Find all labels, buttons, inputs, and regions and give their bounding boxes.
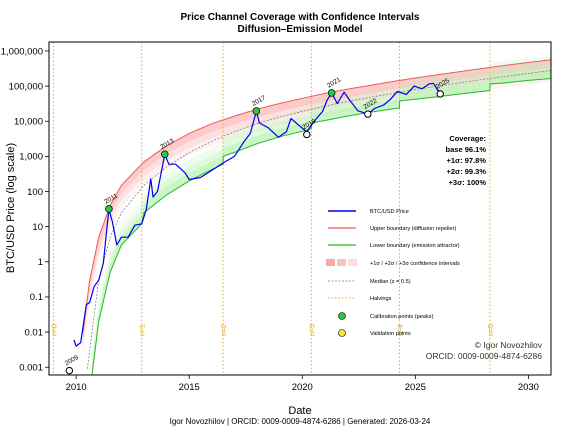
validation-point bbox=[436, 90, 444, 98]
upper-confidence-band-3sigma bbox=[82, 59, 551, 354]
y-axis: 0.001 0.01 0.1 1 10 100 1,000 10,000 100,000 1,00… bbox=[1, 46, 49, 374]
validation-point bbox=[65, 366, 74, 375]
calibration-point bbox=[161, 150, 169, 158]
legend-label: Upper boundary (diffusion repeller) bbox=[370, 226, 456, 232]
y-tick-label: 1,000,000 bbox=[1, 46, 43, 57]
legend-label: Halvings bbox=[370, 296, 392, 302]
legend-swatch-band-1 bbox=[326, 259, 335, 266]
calibration-point bbox=[252, 107, 261, 115]
btc-price-line bbox=[73, 82, 443, 347]
model-lines bbox=[82, 59, 551, 375]
legend: BTC/USD Price Upper boundary (diffusion … bbox=[326, 209, 460, 337]
validation-point-label: 2009 bbox=[64, 354, 80, 367]
x-tick-label: 2020 bbox=[292, 382, 313, 393]
halving-label: n=5 bbox=[488, 324, 495, 336]
x-tick-label: 2010 bbox=[66, 382, 87, 393]
upper-boundary-line bbox=[82, 59, 551, 333]
author-credit: © Igor Novozhilov bbox=[475, 340, 543, 350]
calibration-point bbox=[327, 89, 336, 97]
lower-boundary-line bbox=[91, 78, 551, 375]
y-tick-label: 1 bbox=[38, 257, 43, 268]
x-tick-label: 2015 bbox=[179, 382, 200, 393]
legend-swatch-validation bbox=[338, 329, 346, 337]
y-tick-label: 10 bbox=[32, 222, 43, 233]
legend-swatch-band-2 bbox=[337, 259, 346, 266]
coverage-line: +1σ: 97.8% bbox=[446, 156, 486, 165]
chart-subtitle: Diffusion–Emission Model bbox=[237, 24, 362, 35]
coverage-box: Coverage: base 96.1% +1σ: 97.8% +2σ: 99.… bbox=[446, 134, 487, 187]
halving-label: n=0 bbox=[52, 324, 59, 336]
halving-label: n=4 bbox=[397, 324, 404, 336]
confidence-bands bbox=[82, 56, 551, 375]
x-axis-label: Date bbox=[288, 405, 311, 417]
upper-confidence-band-2sigma bbox=[82, 59, 551, 347]
x-axis: 2010 2015 2020 2025 2030 bbox=[66, 375, 539, 393]
chart-title: Price Channel Coverage with Confidence I… bbox=[181, 12, 420, 23]
legend-label: Validation points bbox=[370, 331, 411, 337]
upper-confidence-band-1sigma bbox=[82, 59, 551, 341]
coverage-heading: Coverage: bbox=[449, 134, 486, 143]
median-line bbox=[87, 70, 551, 369]
lower-confidence-band-3sigma bbox=[92, 56, 551, 375]
halving-label: n=2 bbox=[221, 324, 228, 336]
legend-swatch-calibration bbox=[338, 312, 346, 320]
calibration-point-label: 2017 bbox=[251, 94, 267, 107]
plot-frame bbox=[48, 41, 552, 376]
lower-confidence-band-1sigma bbox=[92, 70, 551, 375]
lower-confidence-band-2sigma bbox=[92, 63, 551, 375]
legend-swatch-band-3 bbox=[348, 259, 357, 266]
coverage-line: +3σ: 100% bbox=[449, 178, 487, 187]
halving-label: n=1 bbox=[140, 324, 147, 336]
author-orcid: ORCID: 0009-0009-4874-6286 bbox=[426, 351, 543, 361]
calibration-point bbox=[105, 205, 113, 213]
coverage-line: base 96.1% bbox=[446, 145, 487, 154]
legend-label: Lower boundary (emission attractor) bbox=[370, 243, 460, 249]
y-tick-label: 10,000 bbox=[14, 117, 43, 128]
y-tick-label: 0.01 bbox=[25, 327, 44, 338]
y-tick-label: 0.001 bbox=[19, 363, 43, 374]
legend-label: Median (z = 0.5) bbox=[370, 279, 411, 285]
coverage-line: +2σ: 99.3% bbox=[446, 167, 486, 176]
footer-text: Igor Novozhilov | ORCID: 0009-0009-4874-… bbox=[170, 417, 431, 426]
legend-label: BTC/USD Price bbox=[370, 209, 409, 215]
y-tick-label: 100,000 bbox=[9, 81, 43, 92]
x-tick-label: 2030 bbox=[518, 382, 539, 393]
legend-label: +1σ / +2σ / +3σ confidence intervals bbox=[370, 261, 460, 267]
halving-lines: n=0 n=1 n=2 n=3 n=4 n=5 bbox=[52, 42, 495, 375]
x-tick-label: 2025 bbox=[405, 382, 426, 393]
validation-point bbox=[364, 110, 372, 118]
halving-label: n=3 bbox=[309, 324, 316, 336]
price-series bbox=[73, 82, 443, 347]
y-axis-label: BTC/USD Price (log scale) bbox=[5, 143, 17, 273]
y-tick-label: 0.1 bbox=[30, 292, 43, 303]
y-tick-label: 1,000 bbox=[19, 152, 43, 163]
legend-label: Calibration points (peaks) bbox=[370, 314, 434, 320]
validation-point bbox=[303, 130, 311, 139]
calibration-point-label: 2021 bbox=[326, 76, 342, 89]
y-tick-label: 100 bbox=[27, 187, 43, 198]
